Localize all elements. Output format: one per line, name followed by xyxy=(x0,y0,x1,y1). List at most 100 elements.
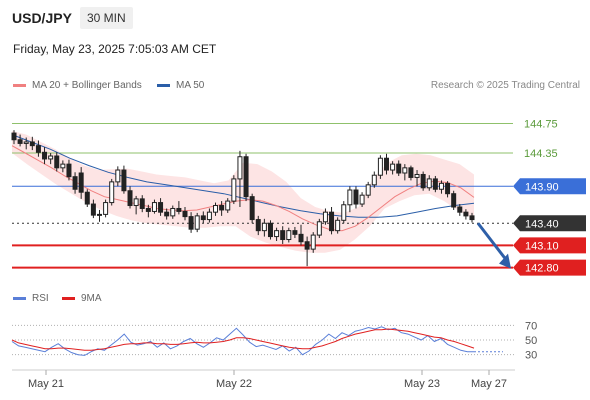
candle-body xyxy=(72,176,78,190)
candle-body xyxy=(90,203,96,216)
ma20-line xyxy=(11,145,475,232)
rsi-tick-50: 50 xyxy=(525,335,537,347)
rsi-tick-30: 30 xyxy=(525,350,537,362)
candle-body xyxy=(60,163,66,169)
x-tick-label: May 21 xyxy=(28,378,64,390)
candle-body xyxy=(371,174,377,186)
legend-9ma-label: 9MA xyxy=(81,293,102,304)
candle-body xyxy=(463,211,469,217)
candle-body xyxy=(384,157,390,171)
candle-body xyxy=(335,219,341,232)
level-label-143.40: 143.40 xyxy=(525,218,559,230)
level-tag-142.80 xyxy=(513,259,586,276)
level-tag-143.40 xyxy=(513,215,586,232)
level-label-144.35: 144.35 xyxy=(524,148,558,160)
symbol-title: USD/JPY xyxy=(12,10,72,26)
candle-body xyxy=(310,234,316,250)
candle-body xyxy=(48,155,54,160)
candle-body xyxy=(243,156,249,198)
forecast-arrow-layer xyxy=(476,222,511,269)
candle-body xyxy=(396,163,402,174)
legend-ma50: MA 50 xyxy=(157,80,204,91)
candle-body xyxy=(23,141,29,144)
candle-body xyxy=(420,173,426,189)
candle-body xyxy=(438,182,444,190)
candle-body xyxy=(219,205,225,211)
candle-body xyxy=(206,211,212,221)
candle-body xyxy=(426,178,432,189)
legend-9ma-swatch xyxy=(62,297,75,300)
legend-rsi-label: RSI xyxy=(32,293,49,304)
timestamp: Friday, May 23, 2025 7:05:03 AM CET xyxy=(13,42,217,56)
candle-body xyxy=(66,163,72,178)
candle-body xyxy=(316,221,322,236)
candle-body xyxy=(194,215,200,230)
candle-body xyxy=(377,157,383,176)
level-labels-layer: 144.75 144.35 143.90 143.40 143.10 142.80 xyxy=(513,118,586,276)
candle-body xyxy=(249,196,255,221)
x-tick-label: May 27 xyxy=(471,378,507,390)
x-axis: May 21 May 22 May 23 May 27 xyxy=(12,369,515,390)
candle-body xyxy=(255,219,261,232)
candle-body xyxy=(109,181,115,204)
candle-body xyxy=(115,169,121,183)
research-credit: Research © 2025 Trading Central xyxy=(430,80,580,91)
timeframe-badge[interactable]: 30 MIN xyxy=(80,7,133,29)
candle-body xyxy=(164,211,170,217)
candle-body xyxy=(225,200,231,211)
candle-body xyxy=(445,182,451,195)
candle-body xyxy=(261,222,267,232)
level-label-144.75: 144.75 xyxy=(524,118,558,130)
candle-body xyxy=(213,205,219,213)
moving-averages-layer xyxy=(11,134,475,232)
candle-body xyxy=(304,241,310,250)
legend-ma20-label: MA 20 + Bollinger Bands xyxy=(32,80,142,91)
rsi-panel: 70 50 30 xyxy=(11,320,537,362)
candle-body xyxy=(84,191,90,205)
candle-body xyxy=(347,189,353,206)
candle-body xyxy=(298,233,304,243)
level-tag-143.10 xyxy=(513,237,586,254)
candle-body xyxy=(274,230,280,238)
candle-body xyxy=(286,230,292,241)
legend-ma50-label: MA 50 xyxy=(176,80,205,91)
candle-body xyxy=(188,216,194,230)
candle-body xyxy=(432,178,438,190)
candle-body xyxy=(127,190,133,207)
rsi-series-9ma xyxy=(11,328,475,351)
level-label-143.10: 143.10 xyxy=(525,240,559,252)
candle-body xyxy=(359,194,365,205)
candle-body xyxy=(200,215,206,221)
candle-body xyxy=(139,198,145,209)
x-tick-label: May 22 xyxy=(216,378,252,390)
candle-body xyxy=(390,163,396,171)
candle-body xyxy=(176,207,182,212)
candle-body xyxy=(353,189,359,205)
candle-body xyxy=(35,145,41,153)
candle-body xyxy=(17,139,23,144)
candles-layer xyxy=(11,130,475,267)
candle-body xyxy=(54,155,60,169)
candle-body xyxy=(158,202,164,213)
candle-body xyxy=(11,132,17,141)
candle-body xyxy=(408,167,414,178)
ma50-line xyxy=(11,134,475,218)
rsi-tick-70: 70 xyxy=(525,320,537,332)
candle-body xyxy=(451,193,457,208)
forecast-arrow-head xyxy=(499,253,511,269)
candle-body xyxy=(231,178,237,202)
legend-ma50-swatch xyxy=(157,84,170,87)
candle-body xyxy=(414,173,420,178)
candle-body xyxy=(145,207,151,212)
level-label-142.80: 142.80 xyxy=(525,263,559,275)
candle-body xyxy=(29,141,35,147)
candle-body xyxy=(78,172,84,193)
candle-body xyxy=(365,184,371,196)
candle-body xyxy=(457,206,463,213)
candle-body xyxy=(121,169,127,192)
candle-body xyxy=(170,207,176,217)
candle-body xyxy=(469,215,475,221)
candle-body xyxy=(96,213,102,216)
candle-body xyxy=(133,198,139,207)
